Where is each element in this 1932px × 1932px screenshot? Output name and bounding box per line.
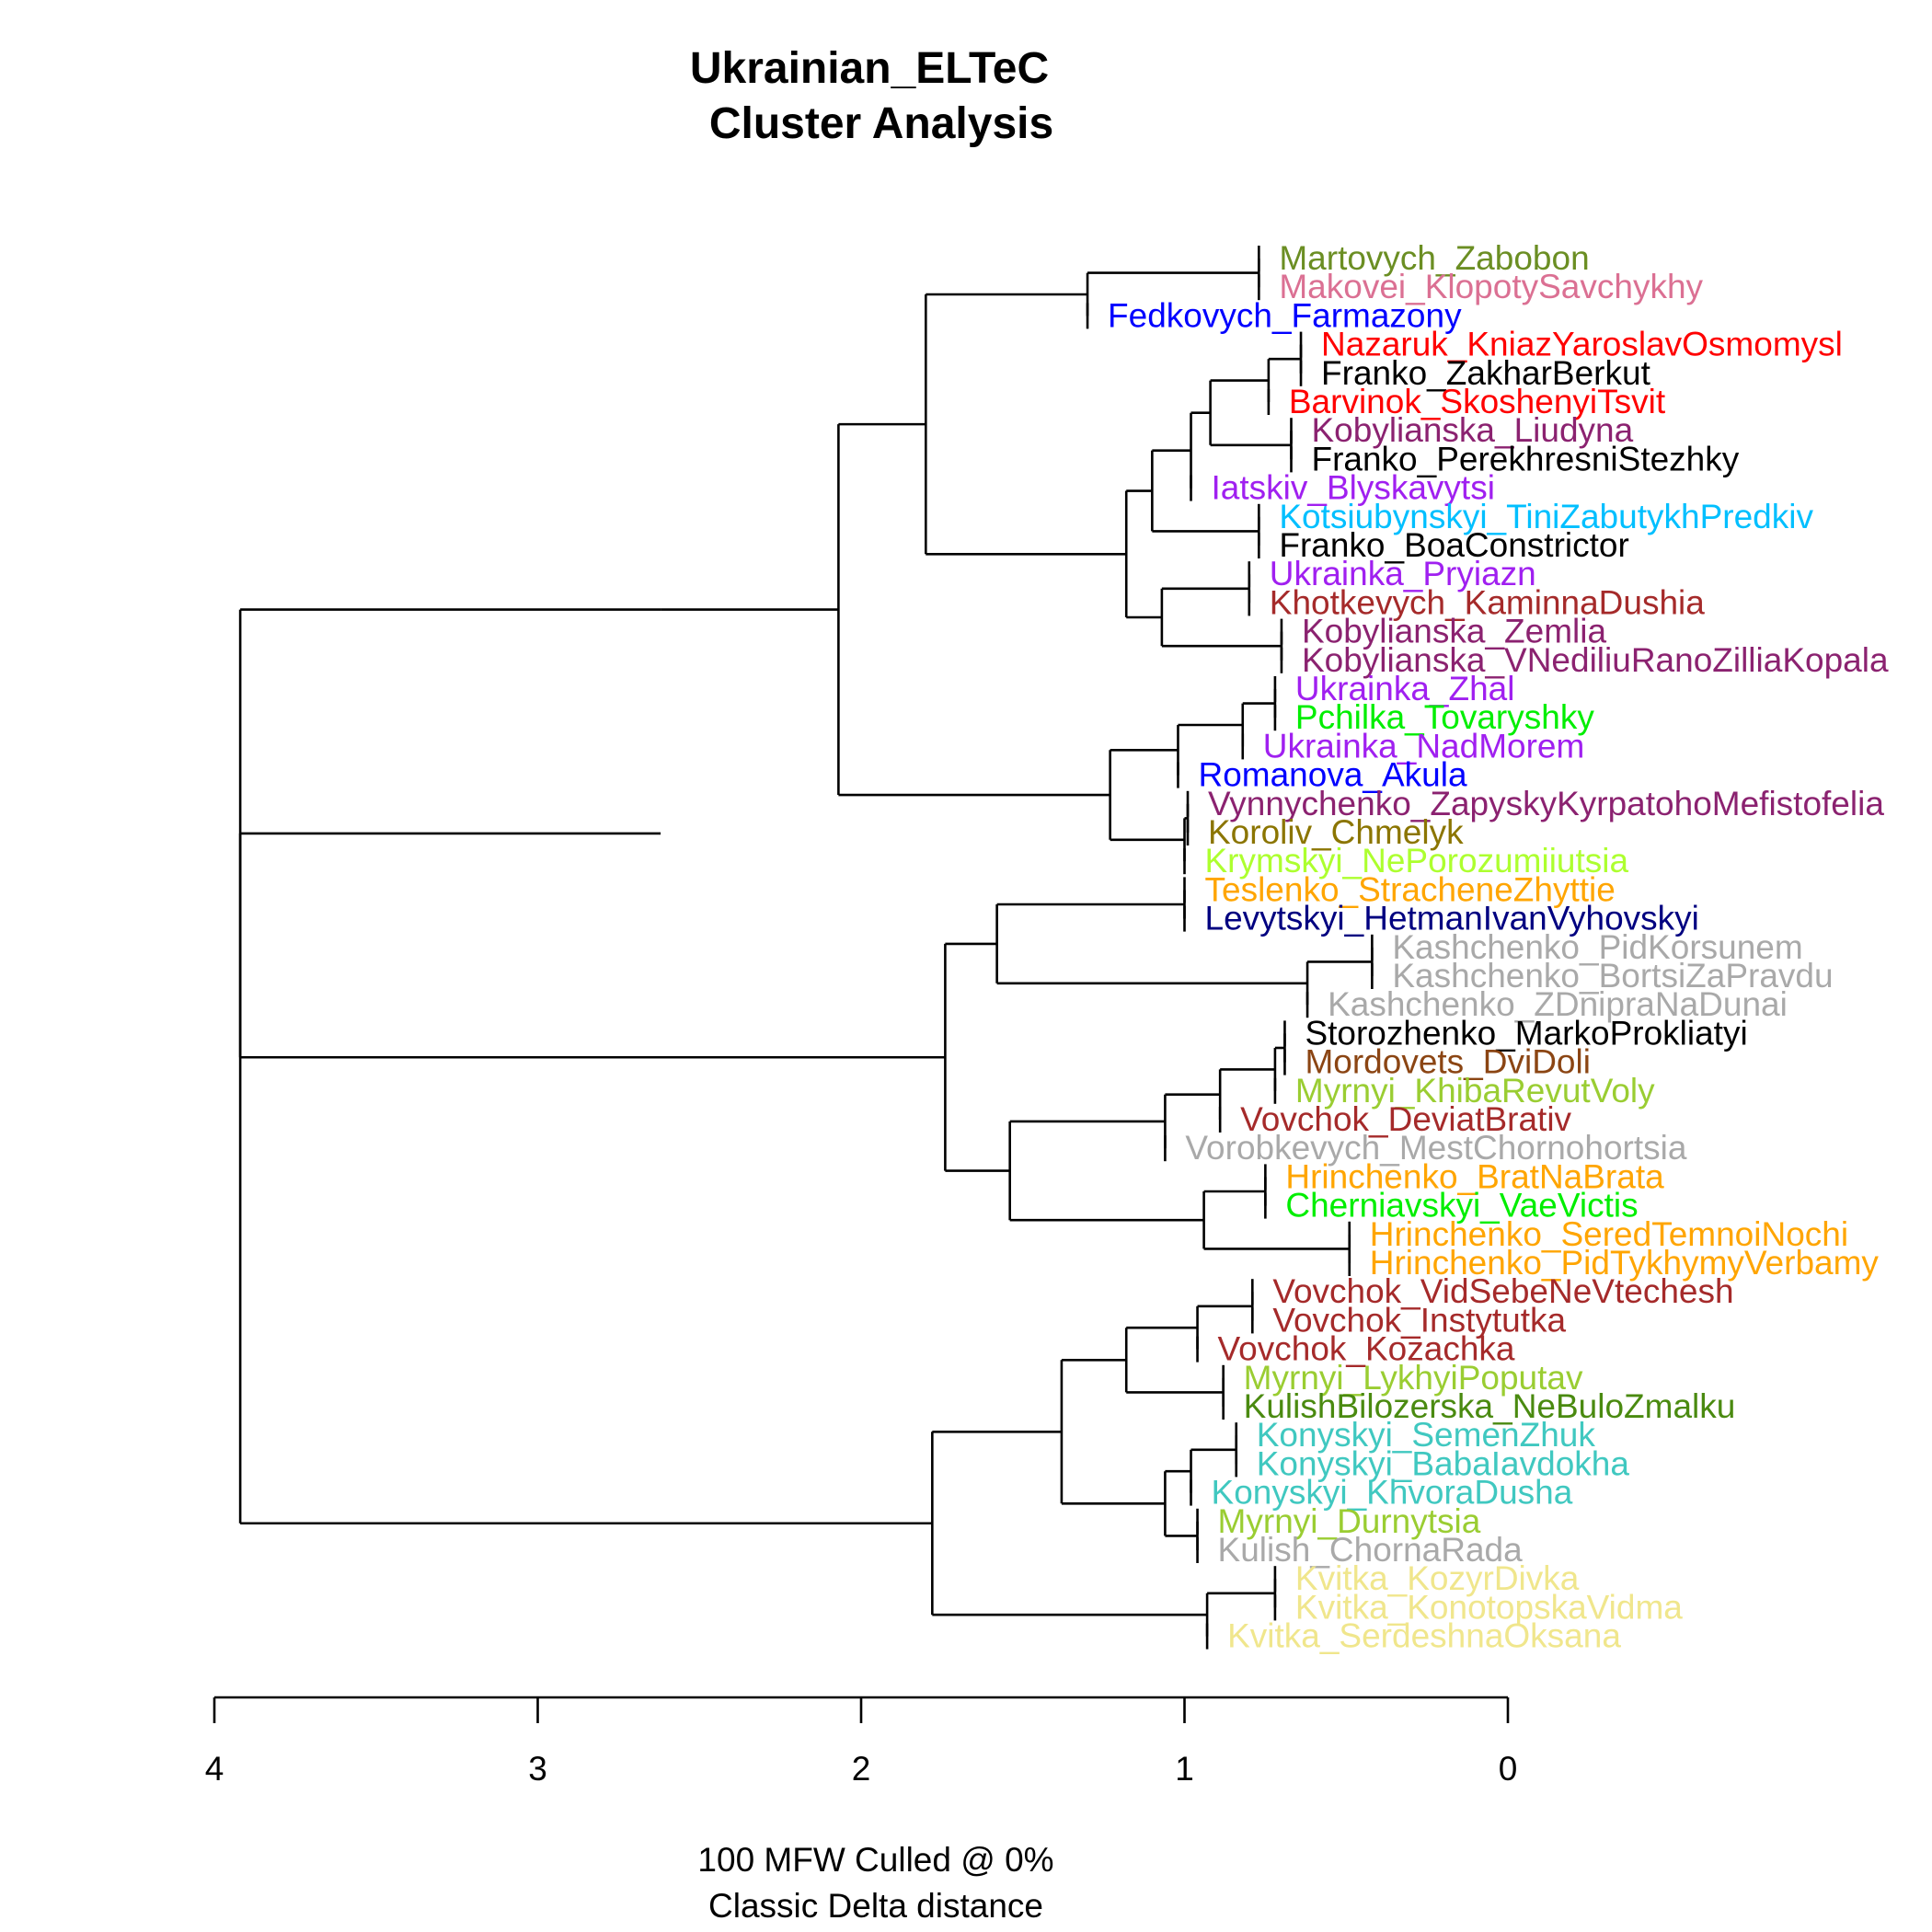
x-axis-tick-label: 0 bbox=[1499, 1750, 1518, 1788]
leaf-label: Hrinchenko_SeredTemnoiNochi bbox=[1370, 1215, 1848, 1253]
leaf-label: Franko_ZakharBerkut bbox=[1321, 354, 1651, 392]
leaf-label: Kvitka_KozyrDivka bbox=[1295, 1559, 1580, 1597]
x-axis-label-line-2: Classic Delta distance bbox=[708, 1887, 1043, 1925]
leaf-label: Hrinchenko_PidTykhymyVerbamy bbox=[1370, 1244, 1880, 1282]
leaf-label: Konyskyi_KhvoraDusha bbox=[1212, 1474, 1573, 1512]
leaf-label: Kobylianska_Zemlia bbox=[1302, 613, 1607, 650]
leaf-label: Iatskiv_Blyskavytsi bbox=[1212, 469, 1495, 507]
leaf-label: Romanova_Akula bbox=[1198, 756, 1466, 794]
x-axis-tick-label: 2 bbox=[852, 1750, 871, 1788]
leaf-label: Myrnyi_Durnytsia bbox=[1218, 1502, 1481, 1540]
leaf-label: Kobylianska_Liudyna bbox=[1311, 411, 1633, 449]
leaf-label: Ukrainka_Zhal bbox=[1295, 670, 1515, 707]
leaf-label: Myrnyi_LykhyiPoputav bbox=[1244, 1359, 1583, 1397]
leaf-label: Vovchok_Kozachka bbox=[1218, 1330, 1515, 1368]
leaf-label: Teslenko_StracheneZhyttie bbox=[1205, 870, 1616, 908]
x-axis-label-line-1: 100 MFW Culled @ 0% bbox=[697, 1841, 1053, 1879]
leaf-label: Khotkevych_KaminnaDushia bbox=[1270, 583, 1705, 621]
leaf-label: Makovei_KlopotySavchykhy bbox=[1279, 268, 1703, 305]
leaf-label: Kashchenko_BortsiZaPravdu bbox=[1392, 957, 1833, 995]
leaf-label: Barvinok_SkoshenyiTsvit bbox=[1289, 383, 1666, 420]
leaf-label: Vynnychenko_ZapyskyKyrpatohoMefistofelia bbox=[1208, 785, 1884, 822]
x-axis: 4 3 2 1 0 bbox=[205, 1696, 1518, 1788]
leaf-label: Mordovets_DviDoli bbox=[1305, 1043, 1591, 1081]
dendrogram-leaf-labels: Martovych_ZabobonMakovei_KlopotySavchykh… bbox=[1108, 239, 1889, 1655]
leaf-label: Myrnyi_KhibaRevutVoly bbox=[1295, 1072, 1655, 1110]
chart-title-line-2: Cluster Analysis bbox=[709, 99, 1053, 148]
leaf-label: Kulish_ChornaRada bbox=[1218, 1531, 1524, 1569]
leaf-label: Kobylianska_VNediliuRanoZilliaKopala bbox=[1302, 641, 1889, 679]
leaf-label: Ukrainka_NadMorem bbox=[1263, 727, 1585, 765]
leaf-label: Vovchok_VidSebeNeVtechesh bbox=[1272, 1272, 1733, 1310]
leaf-label: Kvitka_KonotopskaVidma bbox=[1295, 1588, 1683, 1626]
leaf-label: Kotsiubynskyi_TiniZabutykhPredkiv bbox=[1279, 498, 1813, 535]
leaf-label: Pchilka_Tovaryshky bbox=[1295, 698, 1594, 736]
leaf-label: Storozhenko_MarkoProkliatyi bbox=[1305, 1014, 1747, 1052]
leaf-label: Koroliv_Chmelyk bbox=[1208, 813, 1464, 851]
leaf-label: Vovchok_DeviatBrativ bbox=[1240, 1100, 1571, 1138]
chart-title-line-1: Ukrainian_ELTeC bbox=[690, 44, 1049, 93]
x-axis-tick-label: 1 bbox=[1175, 1750, 1194, 1788]
leaf-label: Nazaruk_KniazYaroslavOsmomysl bbox=[1321, 326, 1843, 363]
leaf-label: Hrinchenko_BratNaBrata bbox=[1285, 1157, 1664, 1195]
leaf-label: Konyskyi_SemenZhuk bbox=[1257, 1416, 1596, 1454]
leaf-label: Vorobkevych_MestChornohortsia bbox=[1185, 1129, 1686, 1167]
leaf-label: KulishBilozerska_NeBuloZmalku bbox=[1244, 1387, 1736, 1425]
leaf-label: Krymskyi_NePorozumiiutsia bbox=[1205, 842, 1629, 880]
leaf-label: Kashchenko_PidKorsunem bbox=[1392, 928, 1802, 966]
x-axis-tick-label: 4 bbox=[205, 1750, 224, 1788]
leaf-label: Ukrainka_Pryiazn bbox=[1270, 555, 1536, 592]
leaf-label: Vovchok_Instytutka bbox=[1272, 1301, 1566, 1339]
leaf-label: Konyskyi_BabaIavdokha bbox=[1257, 1444, 1630, 1482]
x-axis-tick-label: 3 bbox=[528, 1750, 547, 1788]
leaf-label: Fedkovych_Farmazony bbox=[1108, 296, 1462, 334]
dendrogram-branches bbox=[238, 246, 1374, 1650]
leaf-label: Franko_BoaConstrictor bbox=[1279, 526, 1628, 564]
leaf-label: Kashchenko_ZDnipraNaDunai bbox=[1328, 985, 1788, 1023]
leaf-label: Franko_PerekhresniStezhky bbox=[1311, 440, 1739, 477]
leaf-label: Martovych_Zabobon bbox=[1279, 239, 1589, 277]
leaf-label: Levytskyi_HetmanIvanVyhovskyi bbox=[1205, 900, 1699, 937]
leaf-label: Kvitka_SerdeshnaOksana bbox=[1227, 1617, 1621, 1655]
leaf-label: Cherniavskyi_VaeVictis bbox=[1285, 1187, 1638, 1225]
